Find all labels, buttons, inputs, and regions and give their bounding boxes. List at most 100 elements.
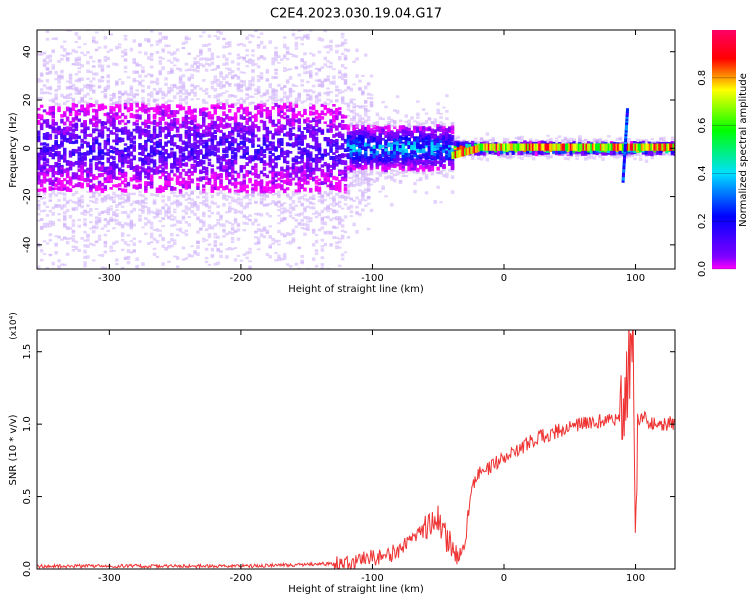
spectrogram-cell (138, 51, 142, 54)
spectrogram-cell (115, 63, 119, 67)
spectrogram-cell (303, 194, 307, 197)
spectrogram-cell (204, 192, 209, 196)
spectrogram-cell (346, 86, 351, 89)
spectrogram-cell (297, 120, 301, 125)
spectrogram-cell (311, 84, 316, 88)
spectrogram-cell (257, 271, 261, 274)
spectrogram-cell (291, 217, 296, 220)
spectrogram-cell (190, 171, 194, 176)
spectrogram-cell (265, 91, 270, 95)
spectrogram-cell (407, 156, 411, 160)
spectrogram-cell (245, 96, 249, 100)
spectrogram-cell (97, 132, 102, 138)
spectrogram-cell (228, 205, 232, 209)
spectrogram-cell (401, 143, 406, 149)
spectrogram-cell (155, 98, 160, 102)
spectrogram-cell (274, 52, 278, 56)
spectrogram-cell (291, 121, 296, 125)
spectrogram-cell (178, 89, 183, 93)
spectrogram-cell (355, 124, 359, 128)
spectrogram-cell (190, 74, 194, 76)
spectrogram-cell (141, 69, 145, 74)
spectrogram-cell (106, 135, 110, 138)
spectrogram-cell (109, 145, 113, 149)
spectrogram-cell (118, 187, 122, 191)
spectrogram-cell (277, 194, 281, 199)
spectrogram-cell (60, 54, 64, 57)
spectrogram-cell (63, 54, 67, 57)
spectrogram-cell (297, 246, 301, 250)
spectrogram-cell (123, 143, 128, 146)
spectrogram-cell (222, 76, 226, 81)
spectrogram-cell (233, 247, 238, 249)
spectrogram-cell (309, 120, 313, 123)
spectrogram-cell (329, 231, 333, 235)
spectrogram-cell (332, 198, 336, 201)
spectrogram-cell (216, 211, 220, 215)
spectrogram-cell (103, 177, 108, 181)
spectrogram-cell (366, 109, 371, 113)
spectrogram-cell (265, 134, 270, 140)
spectrogram-cell (112, 101, 116, 105)
spectrogram-cell (303, 100, 307, 103)
spectrogram-cell (75, 347, 79, 349)
spectrogram-cell (338, 111, 342, 116)
spectrogram-cell (271, 141, 275, 145)
spectrogram-cell (338, 182, 342, 186)
spectrogram-cell (155, 140, 160, 145)
spectrogram-cell (132, 128, 136, 132)
spectrogram-cell (106, 219, 110, 224)
spectrogram-cell (147, 154, 151, 160)
spectrogram-cell (346, 141, 351, 145)
spectrogram-cell (213, 202, 217, 205)
spectrogram-cell (326, 205, 330, 210)
spectrogram-cell (147, 209, 151, 212)
spectrogram-cell (135, 70, 139, 74)
spectrogram-cell (349, 176, 354, 179)
spectrogram-cell (285, 58, 290, 61)
spectrogram-cell (390, 120, 394, 123)
spectrogram-cell (92, 155, 96, 161)
spectrogram-cell (83, 249, 87, 254)
spectrogram-cell (77, 174, 81, 180)
spectrogram-cell (144, 183, 148, 188)
spectrogram-cell (222, 153, 226, 157)
spectrogram-cell (109, 205, 113, 208)
spectrogram-cell (141, 90, 145, 93)
spectrogram-cell (193, 200, 197, 204)
spectrogram-cell (63, 236, 67, 240)
spectrogram-cell (149, 147, 154, 153)
spectrogram-cell (323, 161, 327, 167)
spectrogram-cell (364, 171, 368, 175)
spectrogram-cell (242, 150, 246, 155)
spectrogram-cell (175, 168, 180, 173)
spectrogram-cell (285, 131, 290, 135)
spectrogram-cell (256, 248, 261, 251)
spectrogram-cell (335, 218, 339, 221)
spectrogram-cell (329, 110, 333, 116)
spectrogram-cell (51, 182, 55, 186)
spectrogram-cell (77, 162, 81, 168)
spectrogram-cell (222, 111, 226, 116)
spectrogram-cell (245, 189, 249, 194)
spectrogram-cell (349, 101, 354, 104)
spectrogram-cell (317, 191, 322, 195)
spectrogram-cell (48, 165, 53, 170)
spectrogram-cell (129, 91, 134, 94)
spectrogram-cell (256, 109, 261, 115)
spectrogram-cell (63, 121, 67, 126)
spectrogram-cell (245, 48, 249, 52)
spectrogram-cell (288, 76, 293, 80)
spectrogram-cell (366, 82, 371, 85)
spectrogram-cell (329, 218, 333, 222)
spectrogram-cell (280, 257, 284, 261)
spectrogram-cell (225, 232, 229, 236)
spectrogram-cell (83, 218, 87, 222)
spectrogram-cell (352, 109, 356, 112)
spectrogram-cell (149, 65, 154, 69)
spectrogram-cell (303, 208, 307, 211)
spectrogram-cell (170, 89, 174, 92)
spectrogram-cell (291, 239, 296, 243)
spectrogram-cell (176, 14, 180, 17)
